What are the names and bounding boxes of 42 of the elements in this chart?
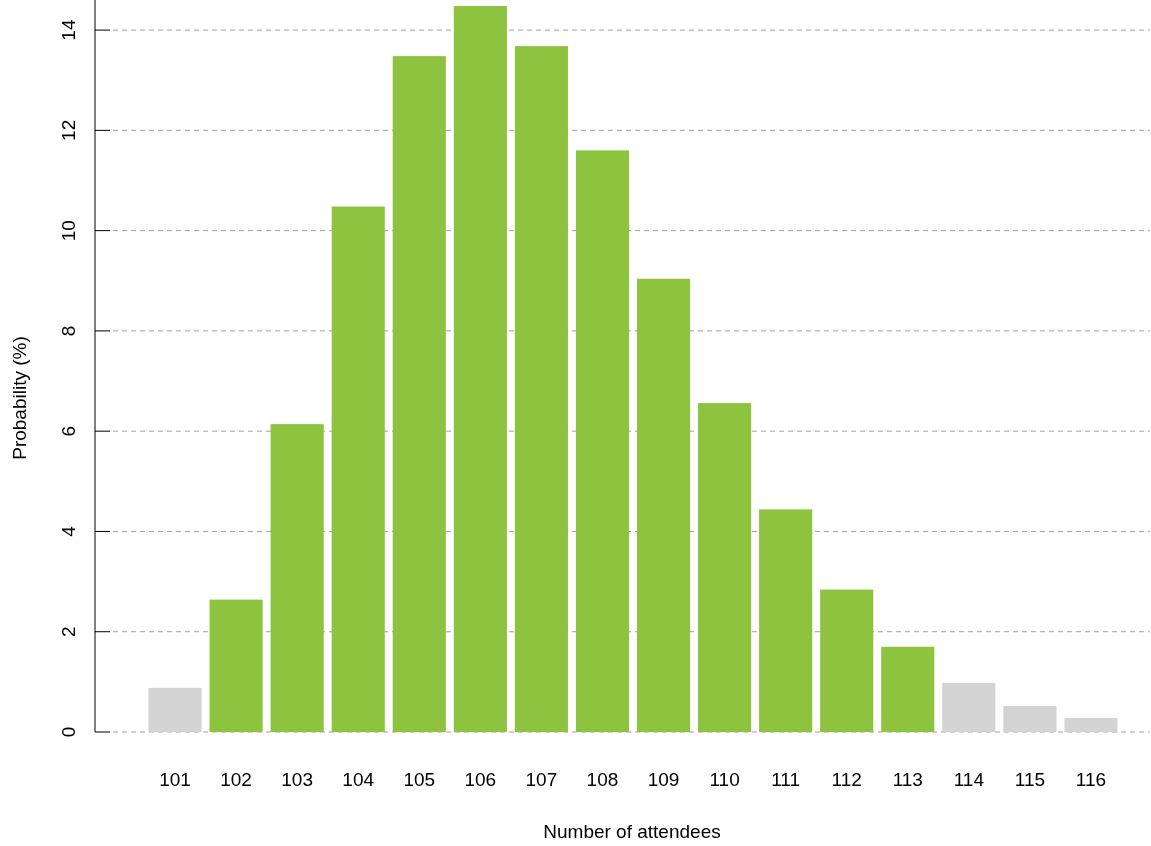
bar	[1064, 717, 1118, 732]
bar	[759, 509, 813, 732]
x-tick-label: 109	[647, 769, 680, 790]
x-tick-label: 116	[1075, 769, 1107, 790]
bar	[942, 682, 996, 732]
bar	[820, 589, 874, 732]
x-tick-label: 105	[403, 769, 436, 790]
y-tick-label: 6	[58, 425, 79, 437]
x-tick-label: 106	[464, 769, 497, 790]
x-tick-label: 108	[586, 769, 619, 790]
x-tick-label: 107	[525, 769, 558, 790]
y-tick-label: 14	[58, 19, 79, 41]
bar	[1003, 705, 1057, 732]
x-tick-label: 113	[892, 769, 923, 790]
bar	[148, 687, 202, 732]
x-tick-label: 112	[831, 769, 862, 790]
bar	[881, 646, 935, 732]
x-tick-label: 110	[709, 769, 740, 790]
y-tick-label: 4	[58, 525, 79, 537]
bar	[514, 46, 568, 732]
bar	[270, 424, 324, 732]
bar	[331, 206, 385, 732]
bar	[453, 6, 507, 732]
y-tick-label: 0	[58, 726, 79, 738]
y-tick-label: 12	[58, 119, 79, 141]
y-axis-title: Probability (%)	[9, 336, 30, 460]
bar	[698, 403, 752, 732]
bar	[575, 150, 630, 732]
x-tick-label: 102	[220, 769, 252, 790]
x-tick-label: 104	[342, 769, 375, 790]
bar	[392, 56, 446, 732]
x-tick-label: 115	[1014, 769, 1046, 790]
x-tick-label: 111	[771, 769, 801, 790]
y-tick-label: 8	[58, 325, 79, 337]
x-tick-label: 101	[159, 769, 191, 790]
y-tick-label: 2	[58, 626, 79, 638]
bar	[209, 599, 263, 732]
x-tick-label: 114	[953, 769, 985, 790]
x-axis-title: Number of attendees	[543, 821, 721, 842]
bar	[636, 278, 691, 732]
y-tick-label: 10	[58, 220, 79, 242]
x-tick-label: 103	[281, 769, 314, 790]
